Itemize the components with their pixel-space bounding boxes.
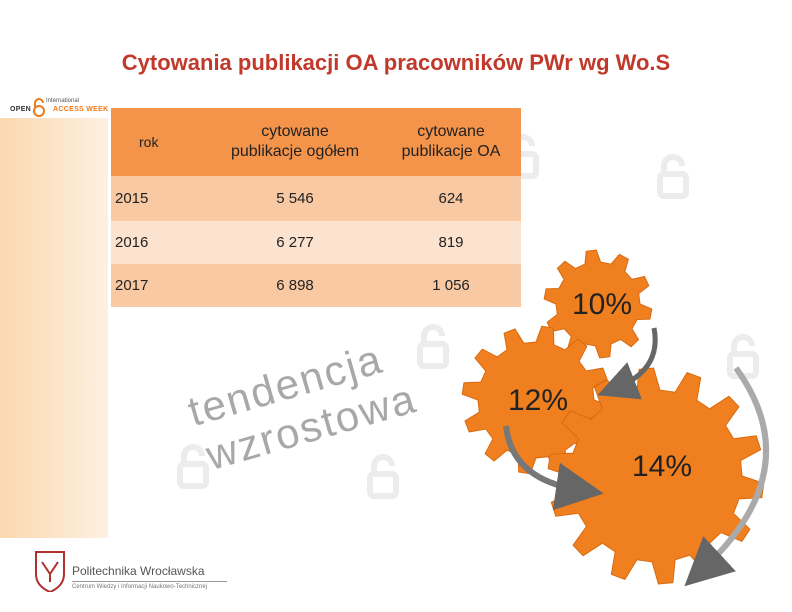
- cell-year: 2015: [111, 176, 209, 221]
- sidebar-panel: [0, 118, 108, 538]
- cell-year: 2016: [111, 221, 209, 264]
- cell-total: 5 546: [209, 176, 381, 221]
- gear-shape: [461, 325, 611, 475]
- politechnika-logo: Politechnika Wrocławska Centrum Wiedzy i…: [34, 548, 294, 600]
- citations-table: rok cytowane publikacje ogółem cytowane …: [111, 108, 521, 307]
- gear-label-10: 10%: [572, 288, 633, 321]
- cell-total: 6 277: [209, 221, 381, 264]
- gear-shape: [543, 249, 653, 359]
- pwr-divider: [72, 581, 227, 582]
- open-access-watermark-icon: [177, 134, 759, 499]
- open-access-week-logo: International OPEN ACCESS WEEK: [6, 98, 126, 120]
- table-row: 2016 6 277 819: [111, 221, 521, 264]
- gear-label-14: 14%: [632, 450, 693, 483]
- table-row: 2015 5 546 624: [111, 176, 521, 221]
- gear-medium: [461, 325, 611, 475]
- cell-oa: 819: [381, 221, 521, 264]
- table-header-row: rok cytowane publikacje ogółem cytowane …: [111, 108, 521, 176]
- gear-label-12: 12%: [508, 384, 569, 417]
- arrow-14-loop: [684, 366, 769, 587]
- cell-oa: 624: [381, 176, 521, 221]
- pwr-name: Politechnika Wrocławska: [72, 564, 205, 578]
- arrow-12-to-14: [503, 425, 604, 511]
- cell-oa: 1 056: [381, 264, 521, 307]
- header-oa-citations: cytowane publikacje OA: [381, 108, 521, 176]
- gear-small: [543, 249, 653, 359]
- logo-open-access-week: OPEN ACCESS WEEK: [10, 106, 109, 113]
- table-row: 2017 6 898 1 056: [111, 264, 521, 307]
- header-year: rok: [111, 108, 209, 176]
- pwr-subtitle: Centrum Wiedzy i Informacji Naukowo-Tech…: [72, 584, 208, 590]
- cell-total: 6 898: [209, 264, 381, 307]
- page-title: Cytowania publikacji OA pracowników PWr …: [121, 50, 671, 75]
- cell-year: 2017: [111, 264, 209, 307]
- arrow-10-to-12: [597, 327, 658, 400]
- logo-international-text: International: [46, 98, 80, 104]
- open-lock-icon: [33, 98, 45, 117]
- pwr-eagle-icon: [35, 551, 65, 592]
- header-total-citations: cytowane publikacje ogółem: [209, 108, 381, 176]
- growth-gears-graphic: [461, 249, 769, 587]
